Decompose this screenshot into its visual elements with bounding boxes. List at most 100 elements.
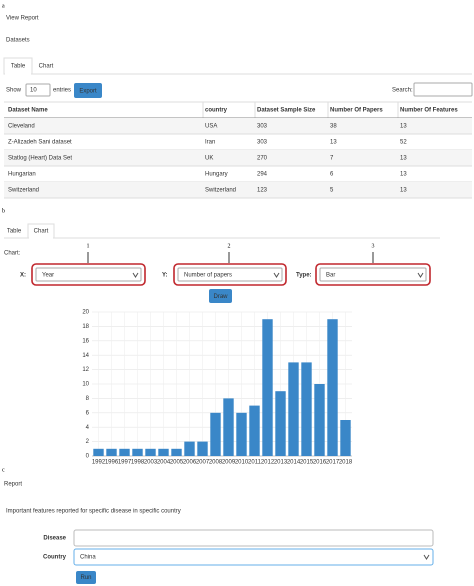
callout-highlight bbox=[31, 263, 146, 286]
panel-label: a bbox=[2, 3, 5, 9]
column-header[interactable]: Dataset Sample Size bbox=[257, 108, 316, 114]
table-cell: 13 bbox=[400, 156, 407, 162]
y-tick-label: 8 bbox=[86, 396, 90, 402]
x-tick-label: 2017 bbox=[326, 460, 340, 466]
tab-label: Table bbox=[11, 64, 26, 70]
table-cell: 13 bbox=[400, 124, 407, 130]
y-tick-label: 14 bbox=[82, 353, 89, 359]
report-subtitle: Important features reported for specific… bbox=[6, 509, 181, 515]
y-tick-label: 16 bbox=[82, 338, 89, 344]
draw-button[interactable] bbox=[209, 289, 232, 303]
search-input[interactable] bbox=[413, 82, 473, 97]
select[interactable] bbox=[177, 267, 283, 282]
disease-input[interactable] bbox=[73, 529, 434, 547]
bar bbox=[327, 319, 338, 456]
bar bbox=[210, 412, 221, 456]
bar bbox=[158, 448, 169, 456]
bar bbox=[288, 362, 299, 456]
bar bbox=[275, 391, 286, 456]
bar bbox=[197, 441, 208, 456]
column-header[interactable]: Number Of Papers bbox=[330, 108, 383, 114]
table-cell: USA bbox=[205, 124, 217, 130]
y-tick-label: 6 bbox=[86, 410, 90, 416]
table-cell: 303 bbox=[257, 140, 268, 146]
select-value: Bar bbox=[326, 273, 335, 279]
x-tick-label: 2016 bbox=[313, 460, 327, 466]
page-title: View Report bbox=[6, 16, 39, 22]
select[interactable] bbox=[319, 267, 427, 282]
select-arrow bbox=[132, 272, 139, 278]
select[interactable] bbox=[35, 267, 142, 282]
y-tick-label: 20 bbox=[82, 310, 89, 316]
column-header[interactable]: country bbox=[205, 108, 228, 114]
column-header[interactable]: Dataset Name bbox=[8, 108, 48, 114]
table-cell: Hungarian bbox=[8, 172, 36, 178]
table-cell: Cleveland bbox=[8, 124, 35, 130]
y-tick-label: 12 bbox=[82, 367, 89, 373]
report-title: Report bbox=[4, 482, 22, 488]
run-button[interactable] bbox=[76, 571, 96, 584]
y-tick-label: 10 bbox=[82, 382, 89, 388]
panel-label: b bbox=[2, 208, 5, 214]
x-tick-label: 1996 bbox=[105, 460, 119, 466]
x-tick-label: 2006 bbox=[183, 460, 197, 466]
x-tick-label: 2015 bbox=[300, 460, 314, 466]
field-label: Y: bbox=[162, 273, 168, 279]
table-cell: 303 bbox=[257, 124, 268, 130]
table-cell: 38 bbox=[330, 124, 337, 130]
x-tick-label: 2010 bbox=[235, 460, 249, 466]
select-value: Year bbox=[42, 273, 54, 279]
export-label: Export bbox=[79, 89, 97, 95]
y-tick-label: 0 bbox=[86, 454, 90, 460]
table-cell: Switzerland bbox=[8, 188, 39, 194]
callout-number: 2 bbox=[228, 243, 231, 249]
column-header[interactable]: Number Of Features bbox=[400, 108, 458, 114]
bar bbox=[132, 448, 143, 456]
x-tick-label: 1997 bbox=[118, 460, 132, 466]
table-cell: 6 bbox=[330, 172, 334, 178]
x-tick-label: 2011 bbox=[248, 460, 262, 466]
x-tick-label: 2013 bbox=[274, 460, 288, 466]
callout-highlight bbox=[173, 263, 287, 286]
export-button[interactable] bbox=[74, 83, 102, 98]
x-tick-label: 2008 bbox=[209, 460, 223, 466]
select-value: Number of papers bbox=[184, 273, 232, 279]
bar bbox=[184, 441, 195, 456]
entries-value: 10 bbox=[30, 88, 37, 94]
table-cell: 13 bbox=[400, 172, 407, 178]
search-label: Search: bbox=[392, 88, 413, 94]
table-cell: 52 bbox=[400, 140, 407, 146]
table-cell: UK bbox=[205, 156, 213, 162]
table-cell: Switzerland bbox=[205, 188, 236, 194]
country-select[interactable] bbox=[73, 548, 434, 566]
bar bbox=[171, 448, 182, 456]
table-cell: Statlog (Heart) Data Set bbox=[8, 156, 72, 162]
table-cell: 123 bbox=[257, 188, 268, 194]
bar bbox=[340, 420, 351, 456]
x-tick-label: 2007 bbox=[196, 460, 210, 466]
table-cell: 5 bbox=[330, 188, 334, 194]
table-header-bg bbox=[4, 102, 472, 118]
x-tick-label: 2004 bbox=[157, 460, 171, 466]
table-cell: 13 bbox=[400, 188, 407, 194]
bar bbox=[236, 412, 247, 456]
bar bbox=[223, 398, 234, 456]
table-cell: 294 bbox=[257, 172, 268, 178]
x-tick-label: 2009 bbox=[222, 460, 236, 466]
bar bbox=[262, 319, 273, 456]
row-stripe bbox=[4, 118, 472, 134]
bar bbox=[119, 448, 130, 456]
panel-label: c bbox=[2, 467, 5, 473]
entries-select[interactable] bbox=[25, 83, 51, 97]
table-cell: Z-Alizadeh Sani dataset bbox=[8, 140, 72, 146]
x-tick-label: 2012 bbox=[261, 460, 275, 466]
y-tick-label: 4 bbox=[86, 425, 90, 431]
table-cell: Hungary bbox=[205, 172, 228, 178]
callout-number: 3 bbox=[372, 243, 375, 249]
callout-number: 1 bbox=[87, 243, 90, 249]
run-label: Run bbox=[80, 575, 91, 581]
select-value: China bbox=[80, 555, 96, 561]
tab-label: Table bbox=[7, 229, 22, 235]
section-title: Datasets bbox=[6, 38, 30, 44]
x-tick-label: 2005 bbox=[170, 460, 184, 466]
